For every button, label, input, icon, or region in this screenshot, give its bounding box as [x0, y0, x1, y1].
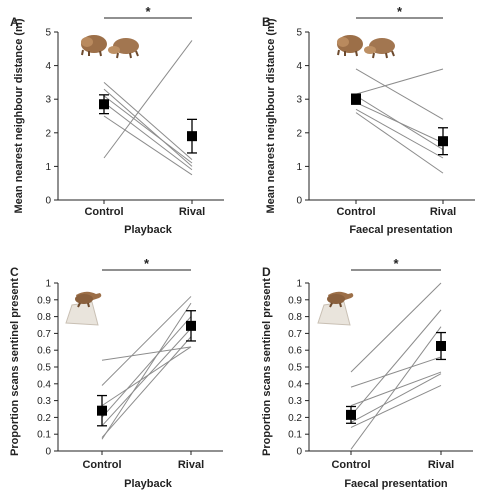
panel-letter: A: [10, 15, 19, 29]
y-tick-label: 0.6: [37, 346, 51, 357]
panel-letter: B: [262, 15, 271, 29]
y-tick-label: 4: [45, 61, 51, 72]
x-axis-title: Playback: [124, 478, 173, 490]
panel-c: C 0 0.1 0.2 0.3 0.4 0.5 0.6 0.7 0.8 0.9 1 Control Riv…: [9, 256, 223, 490]
y-axis-title: Mean nearest neighbour distance (m): [13, 18, 25, 213]
x-tick-label: Rival: [428, 459, 454, 471]
sentinel-mongoose-icon: [317, 290, 355, 326]
y-tick-label: 0.8: [37, 312, 51, 323]
x-axis-title: Faecal presentation: [344, 478, 448, 490]
mean-marker: [99, 99, 109, 110]
mean-marker: [351, 94, 361, 105]
mean-marker: [346, 409, 356, 420]
y-tick-label: 1: [296, 162, 302, 173]
y-tick-label: 4: [296, 61, 302, 72]
individual-group-line: [355, 68, 444, 120]
y-tick-label: 0: [45, 447, 51, 458]
mean-marker: [186, 320, 196, 331]
mean-marker: [438, 136, 448, 147]
individual-group-line: [101, 302, 192, 440]
x-tick-label: Control: [331, 459, 370, 471]
y-tick-label: 5: [296, 28, 302, 39]
mongoose-pair-icon: [336, 34, 396, 59]
x-axis-title: Faecal presentation: [349, 224, 453, 236]
individual-group-line: [103, 115, 193, 176]
individual-group-line: [350, 356, 442, 388]
individual-group-line: [355, 112, 444, 174]
individual-group-line: [103, 88, 193, 167]
x-axis-title: Playback: [124, 224, 173, 236]
y-tick-label: 0.9: [37, 295, 51, 306]
individual-group-line: [101, 346, 192, 361]
y-tick-label: 1: [45, 279, 51, 290]
y-tick-label: 0.7: [288, 329, 302, 340]
y-tick-label: 0.9: [288, 295, 302, 306]
individual-group-line: [350, 309, 442, 417]
y-tick-label: 2: [45, 128, 51, 139]
y-axis-title: Proportion scans sentinel present: [9, 278, 21, 456]
individual-group-line: [350, 385, 442, 428]
panel-a: A 0 1 2 3 4 5 Control Rival Playback Mean nearest …: [10, 4, 224, 236]
mongoose-pair-icon: [80, 34, 140, 59]
individual-group-line: [101, 316, 192, 418]
y-tick-label: 1: [45, 162, 51, 173]
y-tick-label: 0: [45, 196, 51, 207]
individual-group-line: [350, 282, 442, 373]
y-tick-label: 0: [296, 447, 302, 458]
mean-marker: [97, 405, 107, 416]
individual-group-line: [101, 328, 192, 427]
y-tick-label: 0.5: [288, 363, 302, 374]
significance-star: *: [397, 4, 403, 19]
y-axis-title: Proportion scans sentinel present: [261, 278, 273, 456]
individual-group-line: [101, 336, 192, 438]
y-tick-label: 5: [45, 28, 51, 39]
individual-group-line: [101, 296, 192, 386]
x-tick-label: Rival: [178, 459, 204, 471]
individual-group-line: [355, 102, 444, 144]
x-tick-label: Rival: [430, 206, 456, 218]
y-tick-label: 3: [45, 95, 51, 106]
individual-group-line: [101, 346, 192, 407]
individual-group-line: [355, 68, 444, 95]
y-tick-label: 0.3: [37, 396, 51, 407]
y-tick-label: 2: [296, 128, 302, 139]
x-tick-label: Control: [84, 206, 123, 218]
y-tick-label: 0.4: [288, 379, 302, 390]
significance-star: *: [145, 4, 151, 19]
individual-group-line: [350, 326, 442, 450]
x-tick-label: Control: [336, 206, 375, 218]
y-tick-label: 0.2: [288, 413, 302, 424]
sentinel-mongoose-icon: [65, 290, 103, 326]
mean-marker: [436, 341, 446, 351]
y-tick-label: 0.7: [37, 329, 51, 340]
y-tick-label: 1: [296, 279, 302, 290]
significance-star: *: [393, 256, 399, 271]
panel-d: D 0 0.1 0.2 0.3 0.4 0.5 0.6 0.7 0.8 0.9 1 Control Riv…: [261, 256, 473, 490]
individual-group-line: [103, 40, 193, 159]
y-tick-label: 0.6: [288, 346, 302, 357]
y-tick-label: 0.5: [37, 363, 51, 374]
y-tick-label: 3: [296, 95, 302, 106]
x-tick-label: Control: [82, 459, 121, 471]
y-axis-title: Mean nearest neighbour distance (m): [265, 18, 277, 213]
y-tick-label: 0.1: [37, 430, 51, 441]
panel-b: B 0 1 2 3 4 5 Control Rival Faecal presentation Me…: [262, 4, 475, 236]
y-tick-label: 0: [296, 196, 302, 207]
individual-group-line: [103, 102, 193, 171]
significance-star: *: [144, 256, 150, 271]
individual-group-line: [355, 108, 444, 159]
y-tick-label: 0.2: [37, 413, 51, 424]
x-tick-label: Rival: [179, 206, 205, 218]
panel-letter: C: [10, 265, 19, 279]
individual-group-line: [103, 82, 193, 161]
panel-letter: D: [262, 265, 271, 279]
y-tick-label: 0.3: [288, 396, 302, 407]
individual-group-line: [103, 95, 193, 164]
mean-marker: [187, 131, 197, 142]
y-tick-label: 0.4: [37, 379, 51, 390]
y-tick-label: 0.1: [288, 430, 302, 441]
y-tick-label: 0.8: [288, 312, 302, 323]
individual-group-line: [350, 373, 442, 423]
